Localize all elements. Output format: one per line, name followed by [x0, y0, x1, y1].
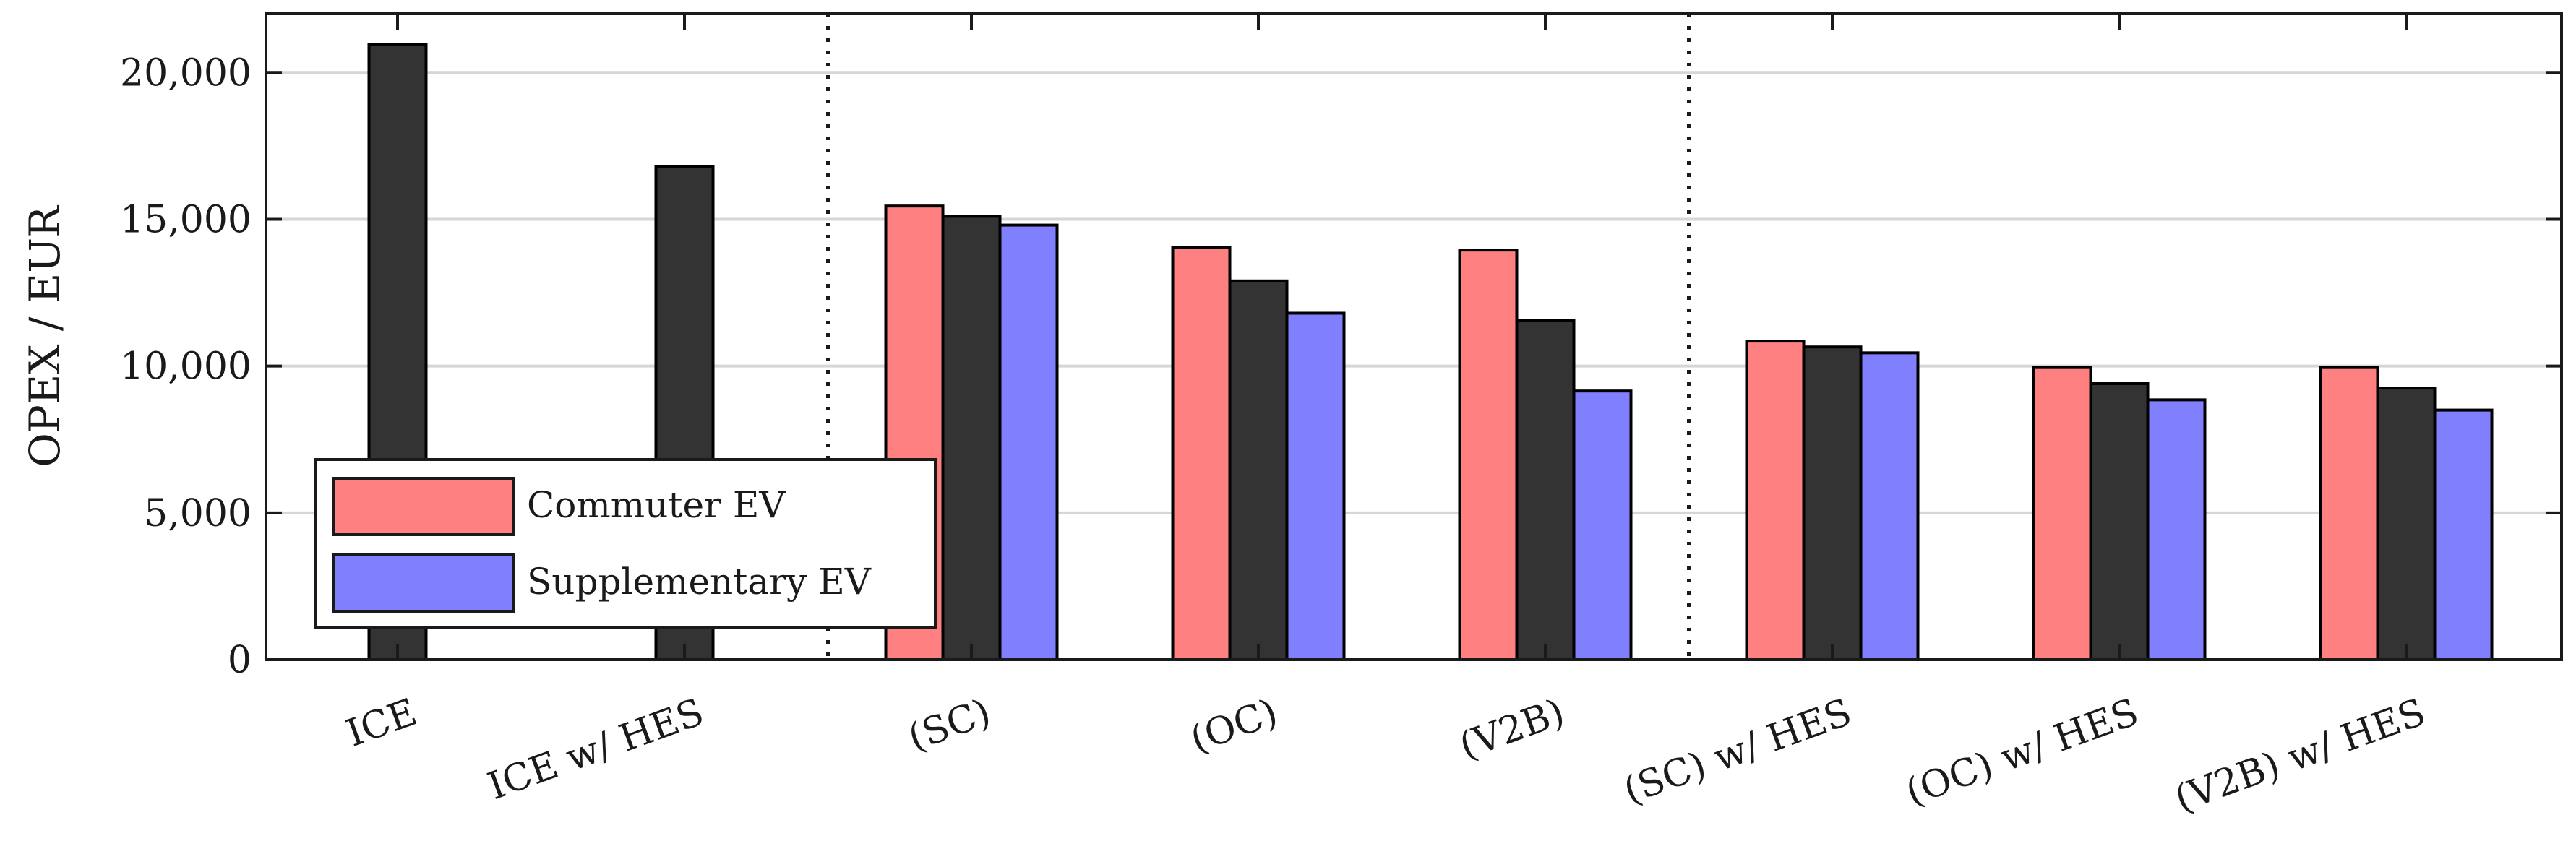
- baseline-bar: [1515, 319, 1576, 661]
- baseline-bar: [1802, 345, 1863, 661]
- commuter-ev-bar: [1745, 340, 1806, 661]
- x-tick-label: (SC): [903, 691, 997, 760]
- baseline-bar: [941, 215, 1002, 661]
- commuter-ev-bar: [2319, 366, 2379, 661]
- axis-ticks: [266, 14, 2562, 661]
- baseline-bar: [2376, 387, 2437, 661]
- y-tick-label: 5,000: [144, 492, 252, 535]
- group-separators: [826, 14, 1691, 660]
- y-tick-label: 20,000: [120, 51, 252, 95]
- x-tick-label: (OC) w/ HES: [1900, 691, 2144, 815]
- y-tick-label: 0: [228, 639, 252, 682]
- supplementary-ev-bar: [998, 223, 1059, 661]
- commuter-ev-bar: [1171, 246, 1232, 661]
- y-tick-label: 15,000: [120, 198, 252, 241]
- x-tick-label: (V2B): [1454, 691, 1570, 768]
- y-axis-title: OPEX / EUR: [20, 204, 69, 467]
- x-tick-label: (V2B) w/ HES: [2169, 691, 2431, 821]
- baseline-bar: [2089, 382, 2150, 661]
- x-tick-labels: ICE ICE w/ HES (SC) (OC) (V2B) (SC) w/ HES (OC…: [341, 691, 2431, 821]
- x-tick-label: ICE w/ HES: [482, 691, 709, 808]
- bars: [367, 43, 2494, 662]
- legend-swatch-commuter-ev: [332, 477, 515, 536]
- supplementary-ev-bar: [1572, 389, 1633, 661]
- legend-label-supplementary-ev: Supplementary EV: [527, 561, 872, 603]
- commuter-ev-bar: [1458, 249, 1519, 661]
- supplementary-ev-bar: [1285, 311, 1346, 661]
- y-tick-labels: 0 5,000 10,000 15,000 20,000: [120, 51, 252, 682]
- plot-frame: [265, 12, 2563, 661]
- supplementary-ev-bar: [2146, 398, 2207, 661]
- baseline-bar: [1228, 279, 1289, 662]
- x-tick-label: (SC) w/ HES: [1618, 691, 1858, 813]
- legend-label-commuter-ev: Commuter EV: [527, 484, 786, 526]
- x-tick-label: ICE: [341, 691, 423, 756]
- grid-lines: [266, 71, 2562, 514]
- supplementary-ev-bar: [2433, 408, 2494, 661]
- legend: Commuter EV Supplementary EV: [314, 458, 937, 629]
- legend-swatch-supplementary-ev: [332, 553, 515, 613]
- y-tick-label: 10,000: [120, 345, 252, 389]
- supplementary-ev-bar: [1859, 351, 1920, 661]
- commuter-ev-bar: [2032, 366, 2092, 661]
- x-tick-label: (OC): [1185, 691, 1283, 762]
